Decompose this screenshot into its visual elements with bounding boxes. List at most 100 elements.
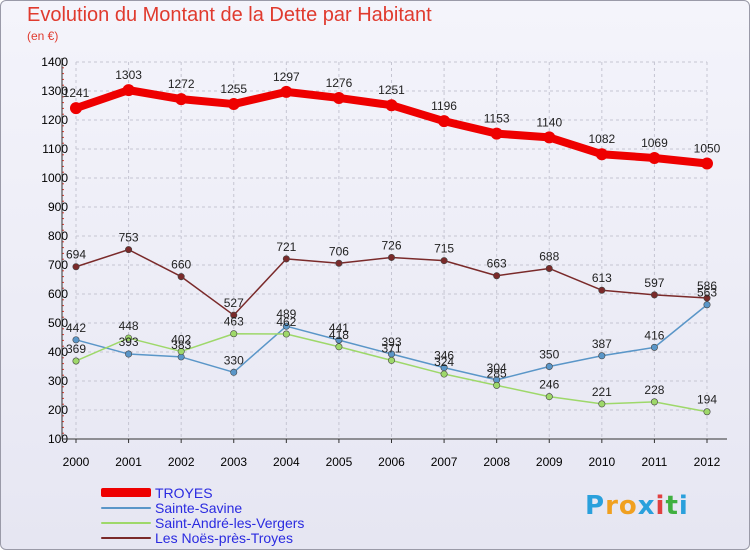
y-tick-label: 1100 xyxy=(42,142,68,156)
x-tick-label: 2010 xyxy=(588,455,615,469)
data-point xyxy=(440,370,448,378)
x-tick-label: 2002 xyxy=(168,455,195,469)
data-point xyxy=(545,362,553,370)
data-point xyxy=(125,246,133,254)
data-point xyxy=(703,408,711,416)
data-label: 221 xyxy=(592,385,612,399)
data-label: 586 xyxy=(697,279,717,293)
data-label: 1276 xyxy=(326,76,353,90)
data-label: 489 xyxy=(276,307,296,321)
legend-item: Les Noës-près-Troyes xyxy=(101,529,304,546)
legend-label: Sainte-Savine xyxy=(155,499,243,516)
data-label: 1241 xyxy=(63,86,90,100)
data-label: 369 xyxy=(66,342,86,356)
logo-letter: i xyxy=(655,491,666,521)
y-tick-label: 100 xyxy=(48,432,68,446)
x-tick-label: 2001 xyxy=(115,455,142,469)
data-label: 597 xyxy=(644,276,664,290)
y-tick-label: 1200 xyxy=(41,113,68,127)
data-label: 387 xyxy=(592,337,612,351)
data-point xyxy=(703,294,711,302)
legend-item: TROYES xyxy=(101,484,304,501)
data-label: 694 xyxy=(66,248,86,262)
data-label: 660 xyxy=(171,258,191,272)
logo-letter: t xyxy=(665,491,679,521)
series-lines xyxy=(70,84,713,416)
data-point xyxy=(122,84,135,97)
data-label: 726 xyxy=(381,238,401,252)
data-point xyxy=(650,343,658,351)
data-label: 228 xyxy=(644,383,664,397)
x-tick-label: 2004 xyxy=(273,455,300,469)
data-point xyxy=(387,356,395,364)
x-tick-label: 2007 xyxy=(431,455,458,469)
data-point xyxy=(177,273,185,281)
y-tick-label: 600 xyxy=(48,287,68,301)
data-point xyxy=(280,85,293,98)
data-label: 371 xyxy=(381,341,401,355)
data-point xyxy=(648,151,661,164)
x-tick-label: 2009 xyxy=(536,455,563,469)
data-label: 285 xyxy=(487,366,507,380)
data-point xyxy=(227,98,240,111)
data-point xyxy=(438,115,451,128)
y-tick-label: 700 xyxy=(48,258,68,272)
legend: TROYES Sainte-Savine Saint-André-les-Verge… xyxy=(101,484,304,546)
data-label: 418 xyxy=(329,328,349,342)
data-label: 194 xyxy=(697,393,717,407)
data-label: 1297 xyxy=(273,70,300,84)
data-label: 706 xyxy=(329,244,349,258)
data-label: 1255 xyxy=(220,82,247,96)
data-label: 462 xyxy=(276,315,296,329)
x-tick-label: 2011 xyxy=(642,455,668,469)
proxiti-logo: Proxiti xyxy=(585,491,689,521)
legend-swatch xyxy=(101,488,151,497)
data-point xyxy=(282,322,290,330)
data-point xyxy=(385,99,398,112)
data-label: 613 xyxy=(592,271,612,285)
data-label: 304 xyxy=(487,361,507,375)
data-point xyxy=(598,286,606,294)
data-point xyxy=(595,148,608,161)
data-point xyxy=(72,263,80,271)
y-tick-label: 800 xyxy=(48,229,68,243)
data-point xyxy=(545,393,553,401)
legend-swatch xyxy=(101,506,151,509)
data-label: 715 xyxy=(434,242,454,256)
data-point xyxy=(230,330,238,338)
data-point xyxy=(493,272,501,280)
data-label: 1140 xyxy=(536,115,562,129)
data-point xyxy=(650,291,658,299)
data-label: 416 xyxy=(644,328,664,342)
legend-item: Sainte-Savine xyxy=(101,499,304,516)
data-point xyxy=(335,343,343,351)
data-label: 1082 xyxy=(588,132,615,146)
data-point xyxy=(72,357,80,365)
data-label: 1251 xyxy=(378,83,405,97)
x-tick-label: 2012 xyxy=(694,455,721,469)
data-point xyxy=(650,398,658,406)
data-label: 1196 xyxy=(431,99,457,113)
y-tick-label: 1400 xyxy=(41,55,68,69)
x-tick-label: 2000 xyxy=(63,455,90,469)
legend-label: TROYES xyxy=(155,484,213,501)
y-tick-label: 300 xyxy=(48,374,68,388)
x-tick-label: 2005 xyxy=(326,455,353,469)
data-label: 1069 xyxy=(641,136,668,150)
logo-letter: o xyxy=(618,491,638,521)
x-tick-label: 2003 xyxy=(220,455,247,469)
data-label: 463 xyxy=(224,315,244,329)
data-point xyxy=(440,257,448,265)
data-point xyxy=(230,311,238,319)
data-point xyxy=(72,336,80,344)
y-tick-label: 1000 xyxy=(41,171,68,185)
legend-label: Les Noës-près-Troyes xyxy=(155,529,293,546)
y-tick-label: 500 xyxy=(48,316,68,330)
data-point xyxy=(332,91,345,104)
axes: 100 200 300 400 500 600 700 800 900 1000 1100 1200 1… xyxy=(41,55,727,469)
data-label: 1153 xyxy=(484,112,510,126)
legend-swatch xyxy=(101,536,151,539)
legend-swatch xyxy=(101,521,151,524)
data-labels: 442 393 383 330 489 441 393 346 304 350 387 416 563 3… xyxy=(63,68,721,407)
